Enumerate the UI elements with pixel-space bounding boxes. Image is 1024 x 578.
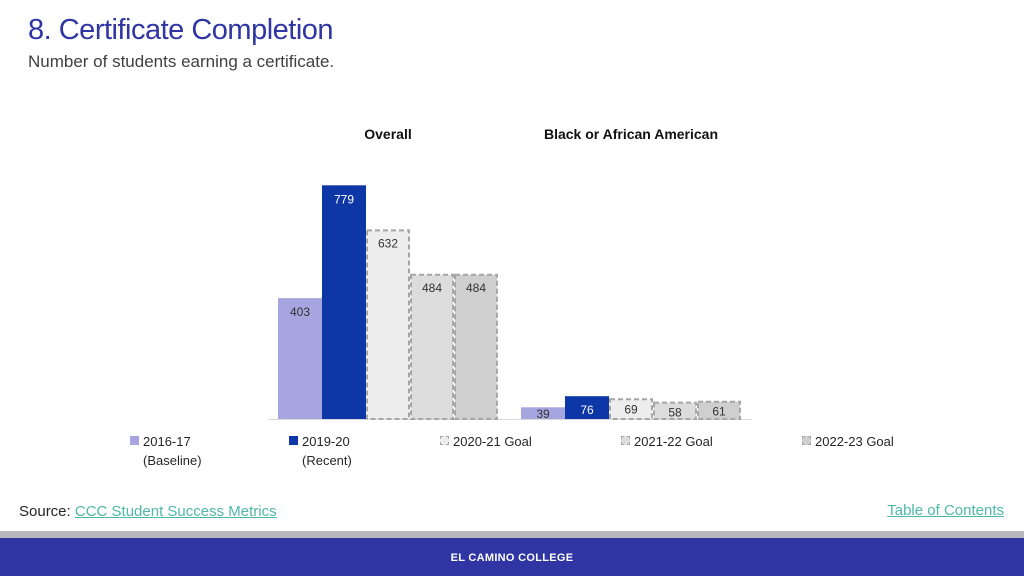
legend-label: 2022-23 Goal <box>815 434 894 449</box>
source-link[interactable]: CCC Student Success Metrics <box>74 503 277 520</box>
page-subtitle: Number of students earning a certificate… <box>28 52 335 71</box>
legend-item: 2016-17 (Baseline) <box>130 432 202 470</box>
data-label: 58 <box>668 406 682 420</box>
bar <box>278 298 322 419</box>
category-label: Black or African American <box>544 126 718 142</box>
legend-swatch <box>289 436 298 445</box>
table-of-contents-link[interactable]: Table of Contents <box>887 502 1004 519</box>
data-label: 61 <box>712 405 726 419</box>
legend-swatch <box>130 436 139 445</box>
legend-label: 2016-17 (Baseline) <box>143 434 202 468</box>
bar <box>521 407 565 419</box>
chart-legend: 2016-17 (Baseline) 2019-20 (Recent) 2020-2… <box>0 432 1024 472</box>
data-label: 484 <box>466 281 486 295</box>
legend-label: 2019-20 (Recent) <box>302 434 352 468</box>
data-label: 69 <box>624 402 638 416</box>
category-label: Overall <box>364 126 411 142</box>
data-label: 484 <box>422 281 442 295</box>
data-label: 632 <box>378 236 398 250</box>
certificate-bar-chart: Overall 403 779 632 484 484 Black or African A… <box>268 126 752 421</box>
bar <box>366 229 410 420</box>
data-label: 76 <box>580 403 594 417</box>
bar <box>322 185 366 419</box>
bar <box>697 400 741 421</box>
footer-divider <box>0 531 1024 538</box>
data-label: 779 <box>334 192 354 206</box>
legend-item: 2020-21 Goal <box>440 432 532 451</box>
page-title: 8. Certificate Completion <box>28 14 334 46</box>
legend-swatch <box>621 436 630 445</box>
legend-item: 2019-20 (Recent) <box>289 432 352 470</box>
bar <box>565 396 609 419</box>
legend-swatch <box>440 436 449 445</box>
bar <box>653 401 697 421</box>
legend-swatch <box>802 436 811 445</box>
bar <box>410 273 454 420</box>
legend-label: 2021-22 Goal <box>634 434 713 449</box>
legend-label: 2020-21 Goal <box>453 434 532 449</box>
data-label: 403 <box>290 305 310 319</box>
legend-item: 2021-22 Goal <box>621 432 713 451</box>
bar <box>609 398 653 420</box>
data-label: 39 <box>536 407 550 421</box>
source-label: Source: <box>19 503 71 520</box>
source-line: Source: CCC Student Success Metrics <box>19 503 277 520</box>
footer-banner: EL CAMINO COLLEGE <box>0 538 1024 576</box>
bar <box>454 273 498 420</box>
legend-item: 2022-23 Goal <box>802 432 894 451</box>
